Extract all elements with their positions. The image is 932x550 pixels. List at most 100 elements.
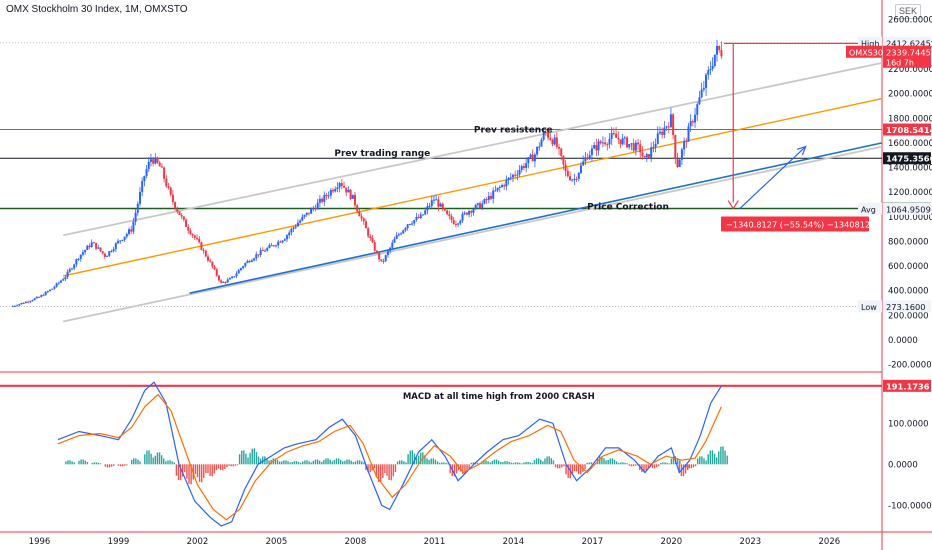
macd-histogram-bar	[369, 464, 371, 473]
macd-line	[57, 381, 722, 527]
macd-histogram-bar	[502, 462, 504, 465]
candle-body	[13, 305, 16, 307]
macd-histogram-bar	[130, 460, 133, 465]
macd-histogram-bar	[293, 461, 296, 465]
macd-histogram-bar	[537, 458, 540, 465]
candle-body	[676, 158, 679, 168]
y-tick-label: -200.0000	[888, 361, 932, 371]
macd-histogram-bar	[506, 461, 508, 465]
last-tag-box	[846, 45, 882, 58]
candle-body	[632, 143, 635, 151]
macd-histogram-bar	[154, 455, 157, 465]
x-tick-label: 1996	[29, 537, 51, 547]
candle-body	[691, 121, 694, 123]
y-tick-label: 1600.0000	[888, 139, 932, 149]
low-tag-box	[858, 300, 882, 313]
macd-histogram-bar	[624, 462, 626, 465]
candle-body	[663, 127, 666, 135]
measure-arrowhead	[727, 200, 739, 210]
candle-body	[415, 216, 418, 221]
candle-body	[351, 194, 354, 199]
macd-histogram-bar	[213, 464, 216, 474]
candle-body	[428, 206, 431, 208]
candle-body	[53, 286, 56, 289]
macd-histogram-bar	[682, 464, 685, 477]
macd-histogram-bar	[146, 450, 148, 465]
macd-histogram-bar	[713, 453, 716, 465]
low-price-label: 273.1600	[886, 302, 926, 312]
candle-body	[371, 238, 374, 243]
macd-histogram-bar	[666, 462, 668, 465]
macd-histogram-bar	[119, 464, 122, 467]
candle-body	[496, 187, 499, 191]
candle-body	[285, 235, 288, 240]
macd-histogram-bar	[384, 464, 386, 474]
macd-histogram-bar	[323, 460, 325, 465]
macd-histogram-bar	[297, 461, 300, 465]
candle-body	[680, 149, 683, 160]
macd-histogram-bar	[516, 462, 519, 465]
candle-body	[121, 239, 124, 241]
macd-histogram-bar	[95, 462, 98, 465]
macd-histogram-bar	[500, 461, 502, 465]
macd-histogram-bar	[432, 458, 435, 465]
macd-histogram-bar	[352, 461, 355, 465]
macd-histogram-bar	[285, 460, 287, 465]
candle-body	[612, 133, 615, 135]
macd-histogram-bar	[139, 461, 141, 465]
macd-histogram-bar	[175, 464, 178, 476]
macd-histogram-bar	[491, 460, 494, 465]
candle-body	[101, 251, 104, 254]
candle-body	[593, 145, 596, 149]
candle-body	[99, 247, 102, 252]
macd-histogram-bar	[403, 461, 405, 465]
candle-body	[35, 296, 38, 299]
candle-body	[637, 142, 640, 145]
macd-histogram-bar	[321, 461, 323, 465]
avg-tag: Avg	[861, 205, 876, 214]
candle-body	[639, 144, 642, 153]
candle-body	[290, 228, 293, 233]
macd-histogram-bar	[110, 464, 113, 467]
macd-histogram-bar	[163, 458, 165, 465]
avg-price-label: 1064.9509	[886, 204, 931, 214]
macd-histogram-bar	[386, 464, 388, 476]
candle-body	[582, 161, 585, 166]
candle-body	[200, 242, 203, 250]
macd-histogram-bar	[363, 462, 365, 465]
macd-histogram-bar	[420, 452, 422, 465]
channel-midline	[63, 97, 883, 277]
candle-body	[92, 242, 95, 244]
candle-body	[68, 269, 71, 272]
macd-histogram-bar	[514, 462, 517, 465]
avg-price-box	[883, 202, 931, 215]
candle-body	[555, 137, 558, 147]
macd-y-tick-label: 100.0000	[888, 419, 929, 429]
macd-histogram-bar	[651, 464, 654, 469]
macd-histogram-bar	[344, 460, 346, 465]
currency-button[interactable]: SEK	[895, 4, 921, 19]
candle-body	[718, 45, 721, 50]
y-tick-label: 2600.0000	[888, 16, 932, 26]
measure-label: −1340.8127 (−55.54%) −13408127	[726, 220, 875, 230]
candle-body	[586, 157, 589, 160]
candle-body	[281, 240, 284, 243]
candle-body	[538, 146, 541, 148]
candle-body	[685, 141, 688, 143]
channel-upper-line	[63, 61, 883, 237]
candle-body	[336, 187, 339, 190]
candle-body	[369, 236, 372, 239]
macd-histogram-bar	[171, 461, 173, 465]
candle-body	[457, 223, 460, 225]
candle-body	[720, 49, 723, 57]
candle-body	[132, 221, 135, 232]
macd-histogram-bar	[634, 464, 637, 466]
macd-histogram-bar	[165, 461, 167, 465]
measure-label-box	[721, 216, 870, 232]
candle-body	[419, 214, 422, 219]
candle-body	[272, 245, 275, 247]
macd-histogram-bar	[188, 464, 190, 484]
macd-histogram-bar	[251, 448, 253, 465]
